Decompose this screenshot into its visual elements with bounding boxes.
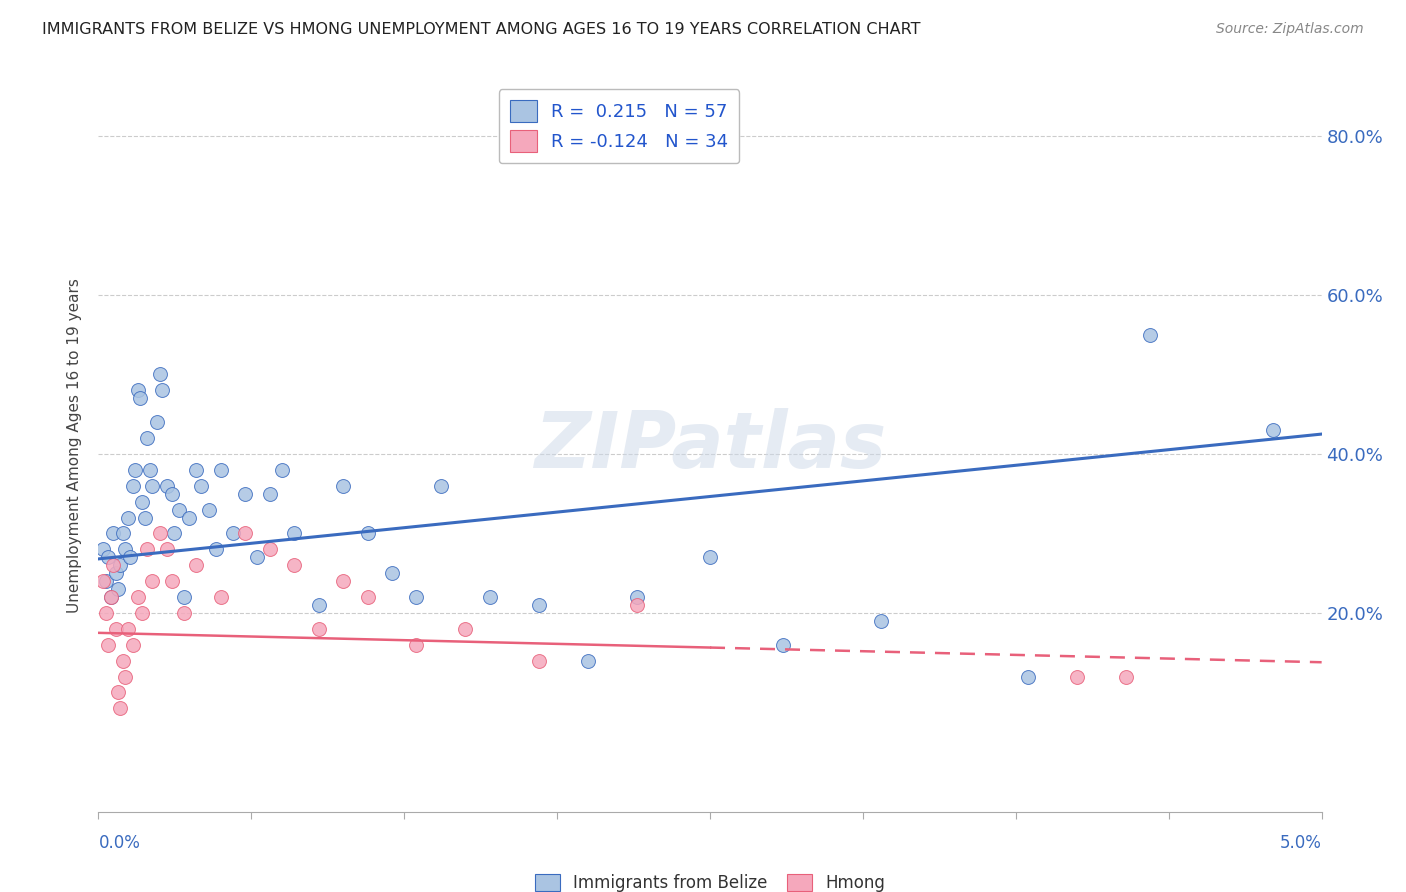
Point	[205, 542, 228, 557]
Point	[308, 598, 330, 612]
Point	[233, 486, 256, 500]
Point	[233, 526, 256, 541]
Point	[131, 494, 153, 508]
Point	[186, 463, 208, 477]
Point	[131, 606, 153, 620]
Point	[141, 479, 163, 493]
Point	[163, 526, 186, 541]
Point	[356, 526, 378, 541]
Point	[111, 526, 134, 541]
Point	[117, 622, 139, 636]
Text: ZIPatlas: ZIPatlas	[534, 408, 886, 484]
Point	[97, 638, 120, 652]
Point	[91, 542, 114, 557]
Point	[91, 574, 114, 589]
Point	[1066, 669, 1088, 683]
Point	[626, 598, 648, 612]
Point	[259, 542, 281, 557]
Text: 0.0%: 0.0%	[98, 834, 141, 852]
Point	[1261, 423, 1284, 437]
Point	[124, 463, 146, 477]
Point	[156, 542, 179, 557]
Point	[332, 574, 354, 589]
Point	[97, 550, 120, 565]
Point	[114, 669, 136, 683]
Point	[772, 638, 794, 652]
Point	[129, 392, 152, 406]
Point	[1017, 669, 1039, 683]
Point	[149, 368, 172, 382]
Point	[100, 590, 122, 604]
Point	[141, 574, 163, 589]
Point	[94, 574, 117, 589]
Point	[454, 622, 477, 636]
Point	[1139, 327, 1161, 342]
Point	[107, 582, 129, 596]
Point	[430, 479, 453, 493]
Point	[405, 638, 427, 652]
Point	[478, 590, 501, 604]
Point	[114, 542, 136, 557]
Point	[107, 685, 129, 699]
Text: 5.0%: 5.0%	[1279, 834, 1322, 852]
Point	[626, 590, 648, 604]
Point	[167, 502, 190, 516]
Point	[149, 526, 172, 541]
Point	[356, 590, 378, 604]
Point	[173, 590, 195, 604]
Point	[259, 486, 281, 500]
Point	[104, 622, 127, 636]
Point	[190, 479, 212, 493]
Point	[186, 558, 208, 573]
Point	[146, 415, 169, 429]
Point	[134, 510, 156, 524]
Point	[332, 479, 354, 493]
Point	[160, 574, 183, 589]
Point	[150, 384, 173, 398]
Point	[120, 550, 142, 565]
Point	[101, 558, 124, 573]
Point	[308, 622, 330, 636]
Point	[283, 558, 305, 573]
Point	[110, 701, 132, 715]
Point	[136, 431, 159, 445]
Point	[156, 479, 179, 493]
Point	[209, 463, 232, 477]
Point	[177, 510, 200, 524]
Point	[222, 526, 245, 541]
Legend: Immigrants from Belize, Hmong: Immigrants from Belize, Hmong	[527, 867, 893, 892]
Point	[699, 550, 721, 565]
Point	[173, 606, 195, 620]
Point	[381, 566, 404, 581]
Point	[246, 550, 269, 565]
Point	[283, 526, 305, 541]
Text: Source: ZipAtlas.com: Source: ZipAtlas.com	[1216, 22, 1364, 37]
Point	[117, 510, 139, 524]
Point	[139, 463, 162, 477]
Point	[576, 654, 599, 668]
Point	[405, 590, 427, 604]
Point	[197, 502, 219, 516]
Text: IMMIGRANTS FROM BELIZE VS HMONG UNEMPLOYMENT AMONG AGES 16 TO 19 YEARS CORRELATI: IMMIGRANTS FROM BELIZE VS HMONG UNEMPLOY…	[42, 22, 921, 37]
Point	[121, 638, 143, 652]
Point	[527, 598, 550, 612]
Point	[1115, 669, 1137, 683]
Point	[110, 558, 132, 573]
Point	[270, 463, 292, 477]
Point	[100, 590, 122, 604]
Point	[160, 486, 183, 500]
Point	[111, 654, 134, 668]
Point	[870, 614, 893, 628]
Point	[127, 384, 149, 398]
Point	[121, 479, 143, 493]
Point	[209, 590, 232, 604]
Point	[94, 606, 117, 620]
Point	[127, 590, 149, 604]
Point	[101, 526, 124, 541]
Point	[527, 654, 550, 668]
Point	[104, 566, 127, 581]
Point	[136, 542, 159, 557]
Y-axis label: Unemployment Among Ages 16 to 19 years: Unemployment Among Ages 16 to 19 years	[67, 278, 83, 614]
